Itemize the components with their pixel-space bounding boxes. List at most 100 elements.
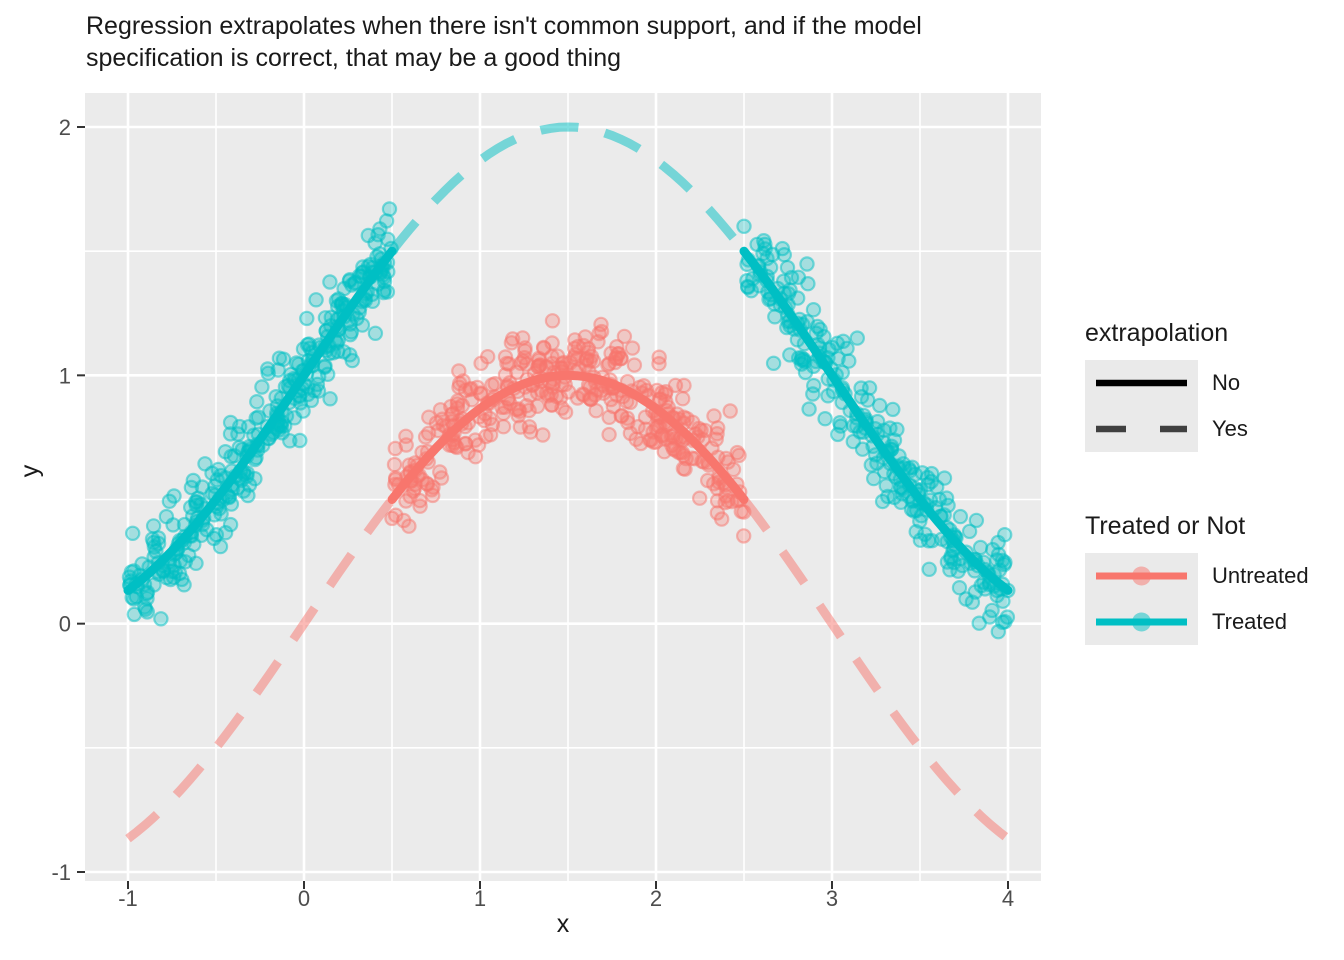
- data-point: [938, 490, 955, 506]
- data-point: [277, 418, 293, 434]
- data-point: [158, 508, 175, 525]
- x-tick-label: 1: [474, 886, 486, 911]
- data-point: [756, 232, 772, 249]
- data-point: [299, 337, 316, 353]
- data-point: [878, 478, 895, 494]
- data-point: [943, 550, 959, 567]
- data-point: [675, 391, 691, 407]
- data-point: [153, 611, 169, 627]
- data-point: [806, 377, 822, 394]
- data-point: [270, 362, 286, 378]
- data-point: [776, 246, 793, 263]
- data-point: [684, 450, 700, 466]
- data-point: [714, 511, 730, 527]
- legend-label-no: No: [1212, 370, 1241, 395]
- data-point: [997, 554, 1013, 571]
- data-point: [165, 569, 182, 586]
- data-point: [344, 352, 360, 369]
- data-point: [794, 352, 810, 368]
- data-point: [386, 456, 403, 473]
- data-point: [797, 364, 814, 381]
- data-point: [231, 418, 248, 435]
- data-point: [593, 316, 609, 333]
- legend-label-untreated: Untreated: [1212, 563, 1309, 588]
- data-point: [376, 284, 392, 301]
- data-point: [419, 475, 435, 492]
- data-point: [226, 448, 243, 464]
- data-point: [582, 353, 598, 369]
- data-point: [139, 590, 155, 607]
- data-point: [254, 379, 270, 395]
- data-point: [222, 516, 239, 533]
- untreated-regression-extrapolated-dashed: [740, 496, 1011, 843]
- data-point: [495, 419, 512, 435]
- data-point: [869, 413, 886, 430]
- x-tick-label: 4: [1002, 886, 1014, 911]
- data-point: [342, 327, 358, 343]
- data-point: [322, 274, 338, 290]
- data-point: [521, 419, 538, 435]
- data-point: [780, 286, 797, 302]
- major-gridlines: [85, 93, 1041, 881]
- data-point: [240, 487, 256, 504]
- data-point: [300, 386, 316, 403]
- solid-linetype-key: [1085, 360, 1198, 406]
- data-point: [830, 426, 846, 443]
- data-point: [432, 402, 449, 418]
- data-point: [582, 390, 598, 406]
- x-tick-label: -1: [118, 886, 138, 911]
- legend-row-treated: Treated: [1085, 599, 1309, 645]
- data-point: [595, 385, 612, 401]
- data-point: [817, 411, 833, 427]
- treated-regression-fitted-solid: [123, 246, 397, 595]
- data-point: [457, 435, 474, 452]
- untreated-key: [1085, 553, 1198, 599]
- data-point: [722, 403, 738, 419]
- data-point: [535, 427, 551, 443]
- x-axis-title: x: [556, 910, 570, 938]
- chart-title: Regression extrapolates when there isn't…: [86, 10, 922, 74]
- data-point: [450, 393, 466, 409]
- data-point: [954, 557, 971, 574]
- data-point: [250, 409, 267, 425]
- x-tick-label: 3: [826, 886, 838, 911]
- y-tick-label: 0: [59, 612, 71, 637]
- data-point: [139, 604, 155, 620]
- data-point: [731, 447, 747, 464]
- data-point: [182, 499, 199, 515]
- data-point: [577, 329, 594, 345]
- data-point: [402, 488, 418, 504]
- data-point: [322, 391, 338, 407]
- data-point: [387, 440, 403, 457]
- data-point: [590, 334, 606, 350]
- dashed-linetype-key: [1085, 406, 1198, 452]
- data-point: [790, 269, 807, 285]
- data-point: [736, 218, 752, 234]
- data-point: [166, 488, 182, 504]
- data-point: [805, 302, 822, 318]
- legend-label-yes: Yes: [1212, 416, 1248, 441]
- data-point: [509, 364, 525, 380]
- data-point: [126, 606, 143, 623]
- data-point: [166, 557, 182, 574]
- data-point: [601, 426, 617, 443]
- data-point: [755, 245, 771, 262]
- data-point: [613, 351, 629, 367]
- data-point: [876, 463, 893, 480]
- data-point: [799, 256, 815, 272]
- data-point: [554, 400, 570, 416]
- legend-extrapolation: extrapolation No Yes: [1085, 320, 1248, 452]
- data-point: [675, 447, 692, 464]
- treatment-legend-title: Treated or Not: [1085, 512, 1246, 540]
- data-point: [882, 420, 898, 436]
- data-point: [398, 428, 414, 444]
- data-point: [515, 330, 531, 346]
- treatment-legend-keys: Untreated Treated: [1085, 553, 1309, 645]
- data-point: [433, 470, 450, 486]
- extrapolation-legend-keys: No Yes: [1085, 360, 1248, 452]
- data-point: [958, 591, 974, 607]
- data-point: [497, 399, 513, 415]
- data-point: [997, 527, 1013, 543]
- data-point: [146, 577, 162, 593]
